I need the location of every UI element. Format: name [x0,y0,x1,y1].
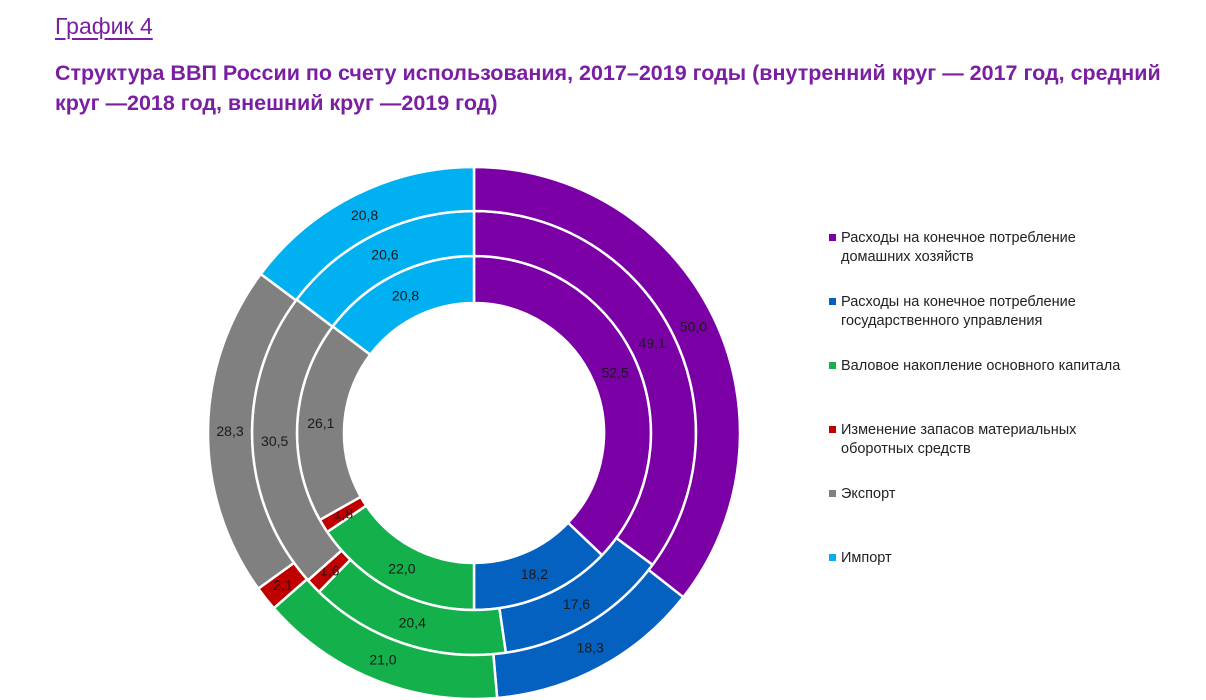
chart-title: Структура ВВП России по счету использова… [55,61,1161,115]
data-label-2019-import: 20,8 [351,207,378,223]
legend-item-inventories: Изменение запасов материальных оборотных… [829,421,1129,485]
legend-label: Расходы на конечное потребление государс… [841,294,1076,329]
legend-label: Экспорт [841,486,896,502]
legend-swatch [829,426,836,433]
data-label-2018-fixed-capital: 20,4 [399,615,426,631]
donut-segment-2019-import [258,165,476,303]
legend-label: Импорт [841,550,892,566]
data-label-2017-import: 20,8 [392,288,419,304]
data-label-2018-households: 49,1 [638,335,665,351]
data-label-2019-government: 18,3 [577,640,604,656]
legend-swatch [829,490,836,497]
legend-item-households: Расходы на конечное потребление домашних… [829,229,1129,293]
legend-swatch [829,554,836,561]
data-label-2019-export: 28,3 [216,423,243,439]
legend-swatch [829,298,836,305]
legend-label: Расходы на конечное потребление домашних… [841,230,1076,265]
data-label-2017-fixed-capital: 22,0 [388,561,415,577]
legend-item-import: Импорт [829,549,1129,613]
data-label-2017-households: 52,5 [601,365,628,381]
data-label-2019-inventories: 2,1 [273,577,293,593]
legend-label: Изменение запасов материальных оборотных… [841,422,1077,457]
data-label-2018-import: 20,6 [371,246,398,262]
chart-caption: График 4 [55,13,153,39]
legend-item-government: Расходы на конечное потребление государс… [829,293,1129,357]
legend-item-fixed-capital: Валовое накопление основного капитала [829,357,1129,421]
data-label-2017-export: 26,1 [307,415,334,431]
legend-swatch [829,234,836,241]
data-label-2017-government: 18,2 [521,566,548,582]
data-label-2019-fixed-capital: 21,0 [369,651,396,667]
legend-label: Валовое накопление основного капитала [841,358,1121,374]
legend-item-export: Экспорт [829,485,1129,549]
chart-legend: Расходы на конечное потребление домашних… [829,229,1129,613]
data-label-2019-households: 50,0 [680,318,707,334]
legend-swatch [829,362,836,369]
data-label-2018-export: 30,5 [261,433,288,449]
data-label-2018-government: 17,6 [563,596,590,612]
